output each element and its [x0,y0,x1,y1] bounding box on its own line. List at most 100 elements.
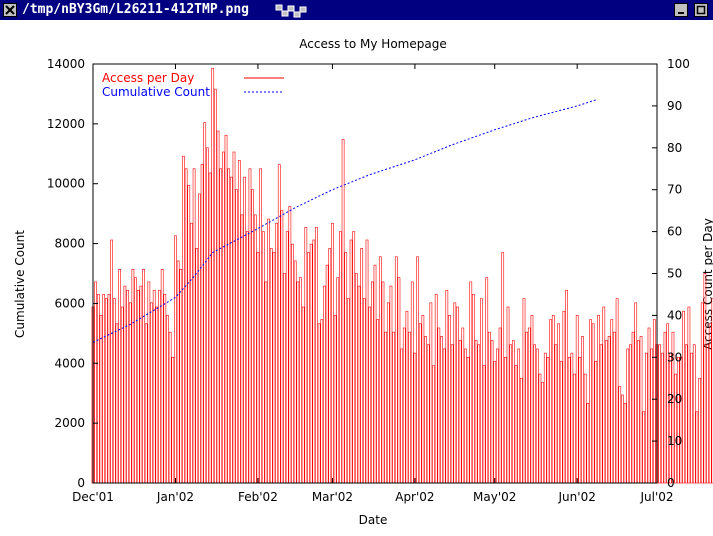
access-bar [525,331,528,484]
access-bar [168,331,172,484]
access-bar [581,336,584,484]
access-bar [426,344,430,484]
access-bar [461,327,465,484]
access-bar [208,172,212,484]
access-bar [325,264,329,484]
access-bar [410,281,414,484]
y2-tick-label: 70 [667,183,682,197]
access-bar [453,302,457,484]
access-bar [434,294,438,484]
access-bar [115,323,119,484]
access-bar [192,168,196,484]
access-bar [293,260,297,484]
access-bar [227,168,231,484]
access-bar [118,269,121,484]
access-bar [336,277,340,484]
access-bar [198,193,201,484]
access-bar [448,315,451,484]
title-bar[interactable]: /tmp/nBY3Gm/L26211-412TMP.png [0,0,713,20]
window-title: /tmp/nBY3Gm/L26211-412TMP.png [22,2,249,17]
access-bar [381,281,385,484]
x-tick-label: Jun'02 [558,490,596,504]
access-bar [509,344,513,484]
access-bar [245,231,249,484]
access-bar [660,352,664,484]
access-bar [684,344,688,484]
access-bar [243,176,246,484]
access-bar [150,302,153,484]
access-bar [373,264,377,484]
access-bar [629,344,632,484]
access-bar [360,248,364,484]
y2-tick-label: 10 [667,434,682,448]
access-bar [538,373,542,484]
access-bar [317,323,321,484]
access-bar [490,340,494,484]
access-bar [237,160,241,484]
access-bar [349,239,353,484]
access-bar [549,319,552,484]
access-bar [134,277,137,484]
access-bar [275,222,278,484]
access-bar [421,315,425,484]
x-tick-label: May'02 [473,490,516,504]
y2-tick-label: 40 [667,308,682,322]
y2-tick-label: 60 [667,225,682,239]
access-bar [440,336,443,484]
access-bar [464,348,467,484]
access-bar [429,302,433,484]
y-tick-label: 6000 [54,296,85,310]
plot-frame [92,63,658,484]
access-bar [203,122,207,484]
access-bar [607,336,611,484]
access-bar [352,231,356,484]
access-bar [389,285,393,484]
y2-tick-label: 0 [667,476,675,490]
access-bar [206,147,209,484]
access-bar [578,356,582,484]
access-bar [679,356,683,484]
access-bar [195,248,199,484]
access-bar [320,319,324,484]
access-bar [280,210,284,484]
access-bar [107,294,111,484]
access-bar [506,306,510,484]
access-bar [602,306,606,484]
access-bar [543,352,547,484]
access-bar [485,277,489,484]
y2-tick-label: 20 [667,392,682,406]
x-tick-label: Jul'02 [639,490,673,504]
access-bar [698,377,701,484]
access-bar [642,411,646,484]
access-bar [355,273,358,484]
access-bar [235,189,239,484]
access-bar [589,319,592,484]
access-bar [480,298,483,484]
access-bar [128,302,132,484]
access-bar [120,306,124,484]
access-bar [706,344,709,484]
access-bar [240,214,244,484]
access-bar [184,168,188,484]
access-bar [384,331,387,484]
access-bar [214,88,217,484]
access-bar [424,336,427,484]
access-bar [652,319,656,484]
access-bar [339,231,342,484]
access-bar [99,315,103,484]
access-bar [368,306,372,484]
window-menu-icon[interactable] [3,3,17,17]
legend-label-cumulative: Cumulative Count [102,85,210,99]
access-bar [474,340,478,484]
axes: 0 2000 4000 6000 8000 10000 12000 14000 0 10 20 30 4… [47,57,690,504]
x-axis-label: Date [359,513,388,527]
maximize-button[interactable] [694,3,708,17]
minimize-button[interactable] [674,3,688,17]
access-bar [687,306,691,484]
access-bar [559,361,563,484]
legend: Access per Day Cumulative Count [102,71,284,99]
y2-tick-label: 30 [667,350,682,364]
access-bar [570,352,574,484]
access-bar [658,344,662,484]
